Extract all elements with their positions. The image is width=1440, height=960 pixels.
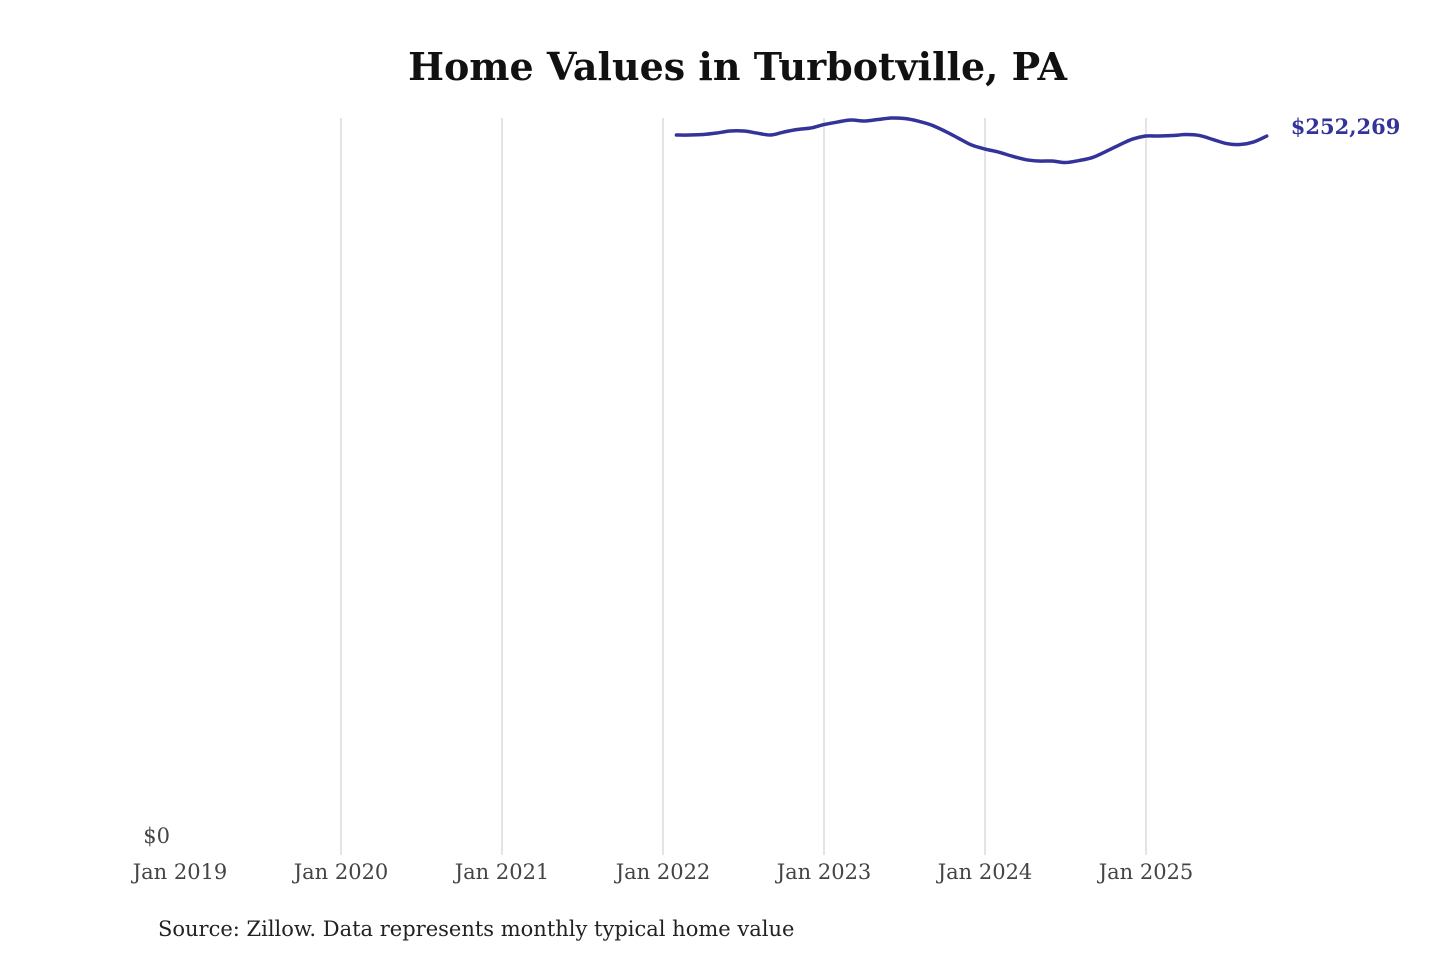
- end-value-label: $252,269: [1291, 114, 1401, 139]
- x-tick-label: Jan 2024: [936, 860, 1033, 884]
- series-line: [674, 116, 1269, 165]
- x-axis-ticks: Jan 2019 Jan 2020 Jan 2021 Jan 2022 Jan 2023…: [131, 860, 1194, 884]
- x-tick-label: Jan 2020: [292, 860, 389, 884]
- y-tick-label: $0: [143, 824, 170, 848]
- x-tick-label: Jan 2023: [775, 860, 872, 884]
- x-tick-label: Jan 2019: [131, 860, 228, 884]
- gridlines: [340, 118, 1147, 855]
- x-tick-label: Jan 2025: [1097, 860, 1194, 884]
- chart-title: Home Values in Turbotville, PA: [408, 44, 1067, 89]
- x-tick-label: Jan 2021: [453, 860, 550, 884]
- x-tick-label: Jan 2022: [614, 860, 711, 884]
- source-note: Source: Zillow. Data represents monthly …: [158, 917, 795, 941]
